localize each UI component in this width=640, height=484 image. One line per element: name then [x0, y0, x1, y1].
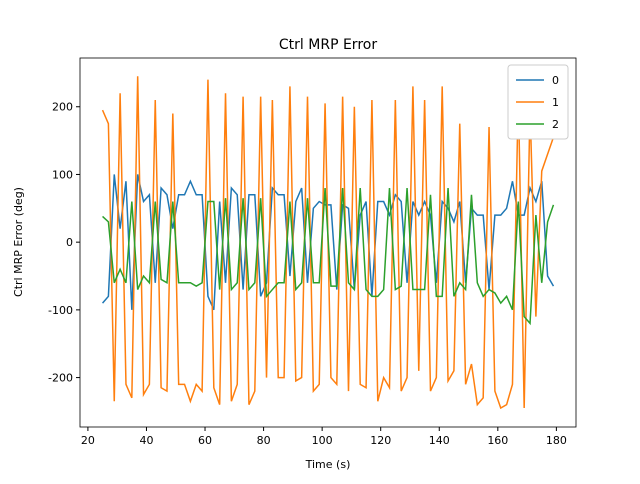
x-tick-label: 100 [312, 434, 333, 447]
legend-label: 0 [552, 74, 559, 87]
x-tick-label: 180 [546, 434, 567, 447]
x-tick-label: 120 [370, 434, 391, 447]
chart-title: Ctrl MRP Error [279, 37, 377, 53]
x-tick-label: 40 [139, 434, 153, 447]
x-tick-label: 80 [257, 434, 271, 447]
legend-label: 1 [552, 96, 559, 109]
x-tick-label: 160 [487, 434, 508, 447]
x-tick-label: 20 [81, 434, 95, 447]
y-tick-label: -200 [48, 372, 73, 385]
x-tick-label: 60 [198, 434, 212, 447]
y-tick-label: 100 [52, 168, 73, 181]
legend-label: 2 [552, 118, 559, 131]
y-tick-label: -100 [48, 304, 73, 317]
line-series [102, 187, 555, 326]
y-tick-label: 200 [52, 101, 73, 114]
y-tick-label: 0 [66, 236, 73, 249]
line-series [101, 174, 555, 311]
x-axis-label: Time (s) [305, 458, 351, 471]
y-axis-label: Ctrl MRP Error (deg) [12, 187, 25, 297]
x-tick-label: 140 [429, 434, 450, 447]
plot-frame [79, 57, 577, 428]
